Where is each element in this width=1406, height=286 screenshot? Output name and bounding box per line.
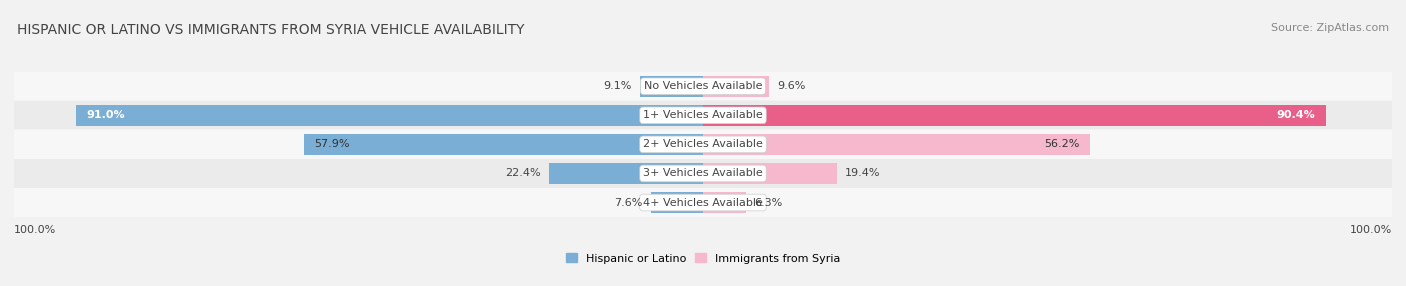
Text: 91.0%: 91.0% [86,110,125,120]
Text: Source: ZipAtlas.com: Source: ZipAtlas.com [1271,23,1389,33]
Bar [14,188,1392,217]
Text: 57.9%: 57.9% [315,139,350,149]
Bar [703,105,1326,126]
Bar [14,130,1392,158]
Bar [304,134,703,155]
Bar [14,72,1392,100]
Text: 1+ Vehicles Available: 1+ Vehicles Available [643,110,763,120]
Bar [14,101,1392,130]
Bar [640,76,703,97]
Text: 9.1%: 9.1% [603,81,633,91]
Text: 3+ Vehicles Available: 3+ Vehicles Available [643,168,763,178]
Bar [703,134,1090,155]
Text: 100.0%: 100.0% [1350,225,1392,235]
Bar [548,163,703,184]
Bar [14,159,1392,188]
Legend: Hispanic or Latino, Immigrants from Syria: Hispanic or Latino, Immigrants from Syri… [561,249,845,268]
Bar [651,192,703,213]
Text: 90.4%: 90.4% [1277,110,1316,120]
Text: 2+ Vehicles Available: 2+ Vehicles Available [643,139,763,149]
Text: 100.0%: 100.0% [14,225,56,235]
Text: 9.6%: 9.6% [778,81,806,91]
Bar [703,163,837,184]
Bar [703,192,747,213]
Text: 4+ Vehicles Available: 4+ Vehicles Available [643,198,763,208]
Text: 56.2%: 56.2% [1045,139,1080,149]
Text: No Vehicles Available: No Vehicles Available [644,81,762,91]
Text: 19.4%: 19.4% [845,168,880,178]
Text: 7.6%: 7.6% [614,198,643,208]
Text: HISPANIC OR LATINO VS IMMIGRANTS FROM SYRIA VEHICLE AVAILABILITY: HISPANIC OR LATINO VS IMMIGRANTS FROM SY… [17,23,524,37]
Text: 22.4%: 22.4% [505,168,540,178]
Text: 6.3%: 6.3% [755,198,783,208]
Bar [76,105,703,126]
Bar [703,76,769,97]
